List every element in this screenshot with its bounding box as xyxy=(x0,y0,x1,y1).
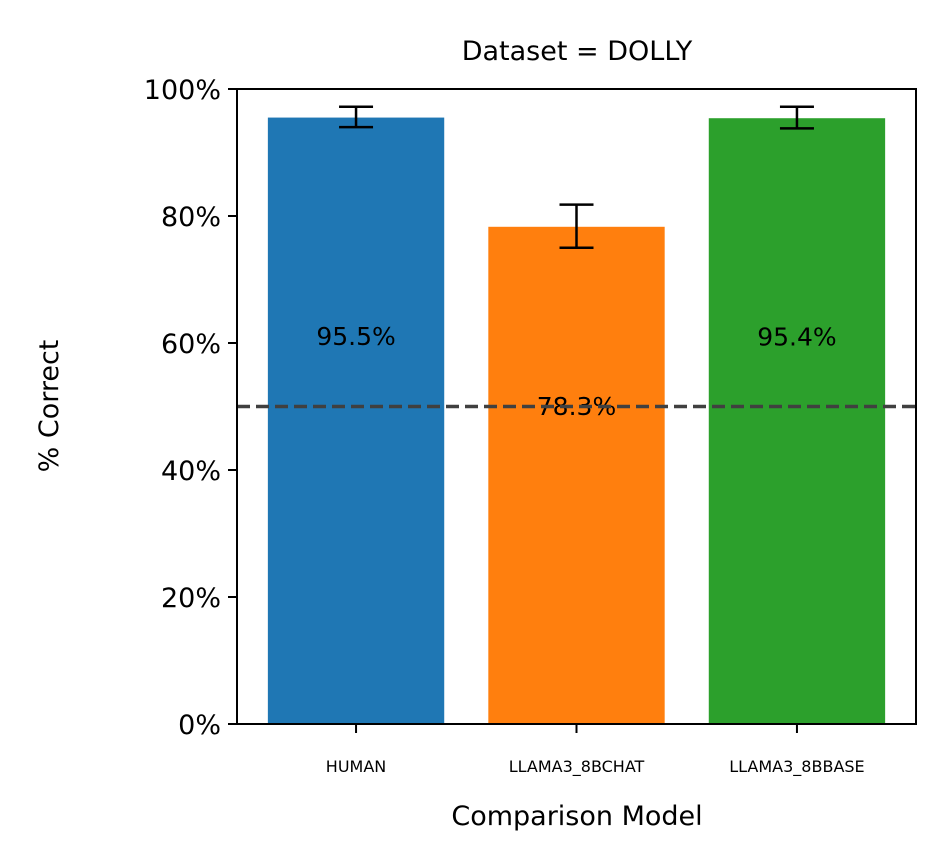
bar-human xyxy=(267,117,445,724)
x-tick-label: HUMAN xyxy=(326,757,386,776)
y-axis: 0% 20% 40% 60% 80% 100% xyxy=(144,75,237,741)
chart-title: Dataset = DOLLY xyxy=(462,36,693,67)
x-axis: HUMAN LLAMA3_8BCHAT LLAMA3_8BBASE xyxy=(326,724,865,777)
x-tick-label: LLAMA3_8BBASE xyxy=(729,757,864,777)
y-tick-label: 40% xyxy=(161,456,221,487)
y-axis-label: % Correct xyxy=(34,340,65,473)
bars-layer xyxy=(267,117,886,725)
x-axis-label: Comparison Model xyxy=(451,801,702,832)
y-tick-label: 80% xyxy=(161,202,221,233)
data-label: 95.5% xyxy=(316,322,395,351)
y-tick-label: 100% xyxy=(144,75,221,106)
bar-llama3_8bbase xyxy=(708,118,886,724)
data-label: 95.4% xyxy=(757,322,836,351)
error-bars-layer xyxy=(339,105,814,249)
y-tick-label: 0% xyxy=(178,710,221,741)
y-tick-label: 20% xyxy=(161,583,221,614)
y-tick-label: 60% xyxy=(161,329,221,360)
x-tick-label: LLAMA3_8BCHAT xyxy=(509,757,645,777)
bar-llama3_8bchat xyxy=(488,226,665,725)
